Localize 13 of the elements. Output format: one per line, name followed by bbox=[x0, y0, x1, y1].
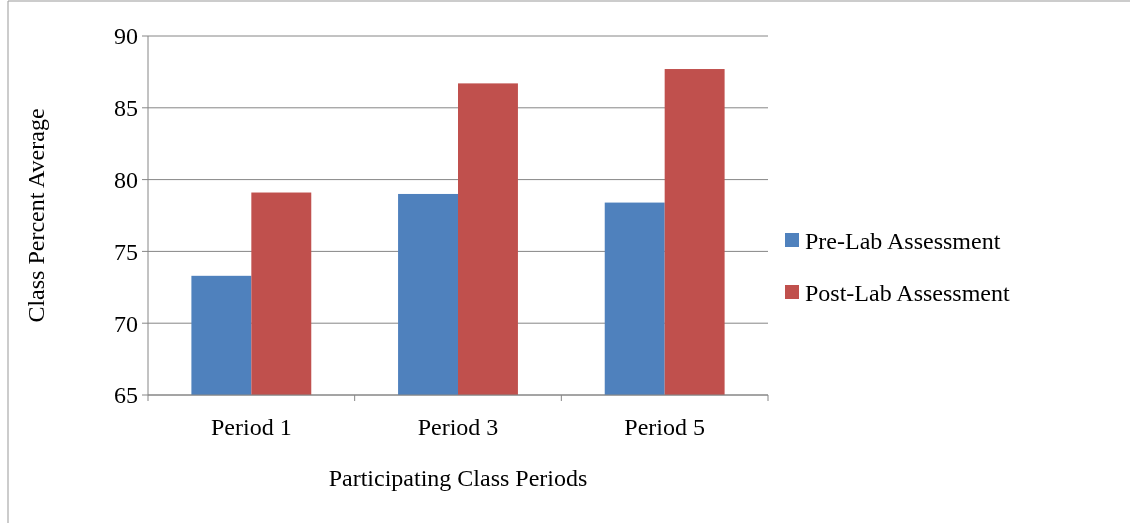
legend-label: Pre-Lab Assessment bbox=[805, 228, 1001, 255]
x-tick-label: Period 3 bbox=[417, 414, 499, 440]
y-tick-label: 65 bbox=[114, 382, 138, 409]
legend-label: Post-Lab Assessment bbox=[805, 280, 1010, 307]
y-tick-label: 75 bbox=[114, 238, 138, 265]
x-axis-title: Participating Class Periods bbox=[328, 465, 588, 491]
y-axis-title: Class Percent Average bbox=[23, 108, 49, 323]
x-tick-label: Period 5 bbox=[624, 414, 705, 440]
y-tick-label: 70 bbox=[114, 310, 138, 337]
y-tick-label: 80 bbox=[114, 167, 138, 193]
y-tick-label: 90 bbox=[114, 23, 138, 50]
y-tick-label: 85 bbox=[114, 95, 138, 122]
x-tick-label: Period 1 bbox=[211, 414, 292, 440]
